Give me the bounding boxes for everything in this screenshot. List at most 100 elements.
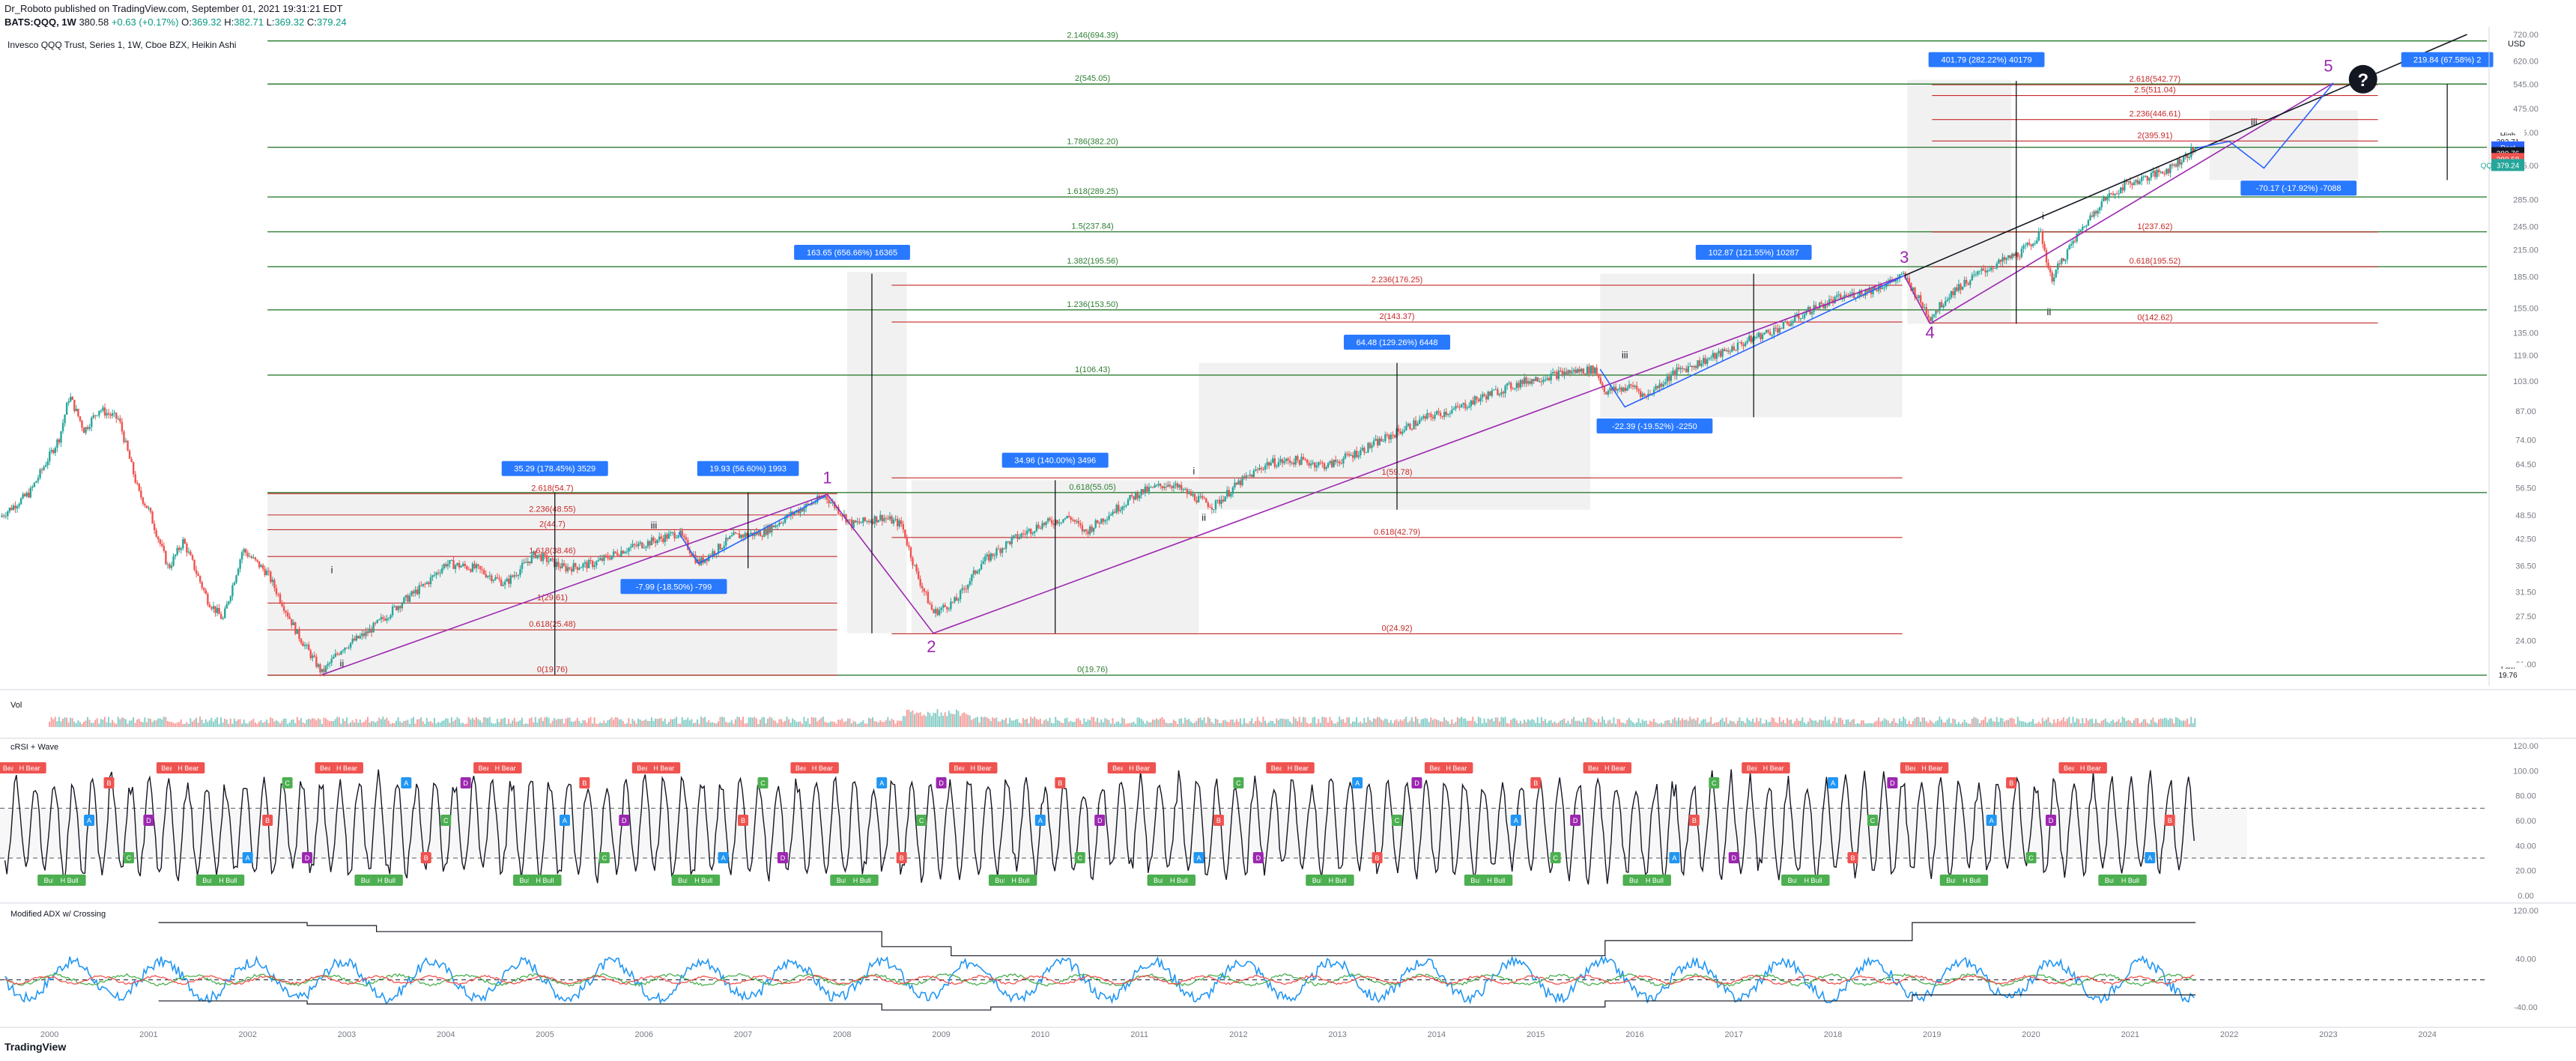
volume-bar (1114, 723, 1116, 727)
signal-badge-text: D (146, 817, 151, 824)
volume-bar (1567, 720, 1569, 727)
candle-body (282, 606, 285, 611)
volume-bar (567, 717, 569, 727)
candle-body (281, 602, 283, 606)
adx-envelope (158, 994, 2196, 1011)
volume-bar (1237, 721, 1240, 727)
volume-bar (1757, 721, 1760, 727)
candle-body (1018, 537, 1021, 539)
candle-body (203, 588, 205, 591)
volume-bar (1146, 720, 1148, 727)
candle-body (667, 533, 670, 539)
volume-bar (740, 720, 742, 727)
signal-badge-text: Bull (1312, 877, 1324, 884)
candle-body (1624, 387, 1627, 391)
volume-bar (1908, 720, 1910, 727)
volume-bar (561, 718, 563, 727)
volume-bar (422, 721, 424, 727)
candle-body (82, 428, 85, 434)
wave-label: 5 (2324, 56, 2333, 75)
candle-body (1483, 394, 1485, 396)
candle-body (1260, 467, 1263, 469)
signal-badge (738, 815, 749, 826)
candle-body (1361, 447, 1364, 451)
candle-body (934, 609, 937, 613)
candle-body (1852, 292, 1855, 298)
volume-bar (1691, 719, 1693, 727)
candle-body (1207, 502, 1209, 507)
candle-body (1389, 434, 1392, 440)
volume-bar (1803, 722, 1805, 727)
signal-badge (1479, 875, 1513, 886)
volume-bar (1790, 719, 1792, 727)
volume-bar (1906, 723, 1909, 727)
candle-body (750, 532, 752, 535)
signal-badge-text: B (424, 854, 428, 862)
candle-body (401, 604, 404, 609)
candle-body (218, 608, 220, 615)
trend-line-purple (826, 493, 934, 634)
volume-bar (635, 723, 637, 727)
candle-body (1382, 441, 1385, 443)
volume-bar (1342, 719, 1345, 727)
volume-bar (1401, 720, 1404, 727)
volume-bar (1184, 717, 1187, 727)
candle-body (1542, 380, 1545, 383)
volume-bar (1914, 718, 1916, 727)
time-axis-tick: 2023 (2319, 1030, 2337, 1038)
volume-bar (1556, 723, 1558, 727)
candle-body (569, 567, 571, 569)
volume-bar (1020, 723, 1022, 727)
candle-body (1104, 520, 1106, 522)
candle-body (1435, 411, 1438, 416)
signal-badge (2145, 852, 2156, 863)
candle-body (1133, 496, 1135, 500)
volume-bar (980, 717, 982, 727)
volume-bar (738, 717, 740, 727)
volume-bar (2190, 717, 2192, 727)
volume-bar (939, 716, 941, 727)
volume-bar (366, 717, 369, 727)
volume-bar (275, 720, 277, 727)
volume-bar (361, 723, 363, 727)
candle-body (1519, 380, 1522, 388)
volume-bar (1957, 722, 1960, 727)
volume-bar (1060, 723, 1062, 727)
volume-bar (1247, 723, 1249, 727)
candle-body (2097, 210, 2099, 214)
signal-badge (262, 815, 273, 826)
candle-body (1807, 306, 1810, 312)
candle-body (733, 532, 735, 535)
candle-body (1262, 469, 1264, 470)
volume-bar (515, 722, 518, 727)
volume-bar (1845, 719, 1847, 727)
volume-bar (1603, 720, 1605, 727)
volume-bar (828, 723, 830, 727)
volume-bar (733, 723, 735, 727)
fib-level-label: 0(19.76) (1077, 666, 1108, 675)
price-axis[interactable]: 720.00620.00545.00475.00415.00345.00285.… (2481, 27, 2539, 686)
candle-body (524, 562, 527, 563)
volume-bar (2150, 720, 2152, 727)
candle-body (1965, 279, 1968, 284)
volume-bar (2133, 720, 2135, 727)
volume-bar (1673, 717, 1676, 727)
candle-body (2110, 193, 2112, 195)
signal-badge-text: C (1395, 817, 1400, 824)
signal-badge-text: H Bull (853, 877, 871, 884)
volume-bar (49, 721, 51, 727)
candle-body (1235, 482, 1238, 485)
price-chart[interactable]: 2.146(694.39)2(545.05)1.786(382.20)1.618… (0, 27, 2576, 1038)
volume-bar (1971, 719, 1973, 727)
candle-body (967, 584, 969, 589)
shaded-box (267, 493, 837, 675)
volume-bar (1419, 723, 1421, 727)
time-axis[interactable]: 2000 2001 2002 2003 2004 2005 2006 2007 2008 2009… (0, 1027, 2576, 1038)
volume-bar (1735, 723, 1737, 727)
volume-bar (775, 720, 777, 727)
candle-body (75, 408, 78, 411)
candle-body (852, 520, 855, 528)
time-axis-tick: 2006 (635, 1030, 653, 1038)
candle-body (254, 557, 257, 560)
volume-bar (1994, 721, 1996, 727)
